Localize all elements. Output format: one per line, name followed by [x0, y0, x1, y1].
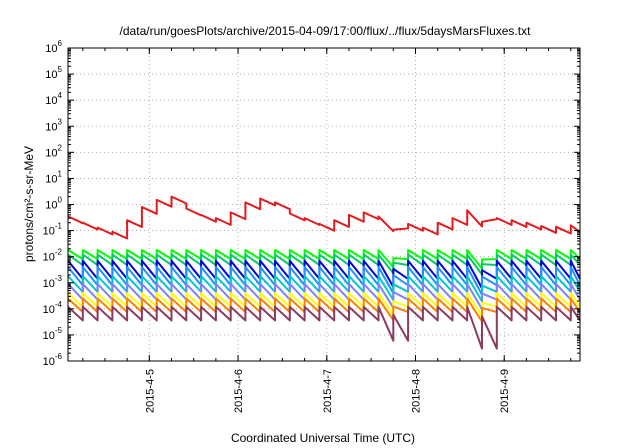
series-line-1 [67, 195, 581, 240]
x-tick-label: 2015-4-5 [144, 369, 156, 413]
series-line-9 [67, 297, 581, 323]
series-line-7 [67, 282, 581, 311]
series-line-10 [67, 305, 581, 350]
chart-title: /data/run/goesPlots/archive/2015-04-09/1… [120, 24, 532, 38]
y-tick-label: 10-4 [43, 300, 63, 316]
y-tick-label: 10-1 [43, 222, 63, 238]
y-tick-label: 100 [45, 196, 62, 212]
x-axis-label: Coordinated Universal Time (UTC) [231, 431, 415, 445]
x-axis: 2015-4-5 2015-4-6 2015-4-7 2015-4-8 2015-4-9 [82, 48, 572, 413]
y-tick-label: 103 [45, 117, 62, 133]
series-group [67, 195, 581, 350]
y-tick-label: 105 [45, 65, 62, 81]
x-tick-label: 2015-4-9 [499, 369, 511, 413]
grid [68, 48, 580, 361]
y-tick-label: 10-6 [43, 352, 63, 368]
x-tick-label: 2015-4-6 [233, 369, 245, 413]
y-tick-label: 10-3 [43, 274, 63, 290]
y-tick-label: 10-5 [43, 326, 63, 342]
y-tick-label: 106 [45, 39, 62, 55]
x-tick-label: 2015-4-7 [322, 369, 334, 413]
y-tick-label: 10-2 [43, 248, 63, 264]
x-tick-label: 2015-4-8 [410, 369, 422, 413]
y-axis-label: protons/cm²-s-sr-MeV [22, 146, 36, 262]
y-tick-label: 102 [45, 143, 62, 159]
y-tick-label: 101 [45, 169, 62, 185]
y-axis: 10-6 10-5 10-4 10-3 10-2 10-1 100 101 102 103 104 1… [43, 39, 580, 368]
y-tick-label: 104 [45, 91, 62, 107]
